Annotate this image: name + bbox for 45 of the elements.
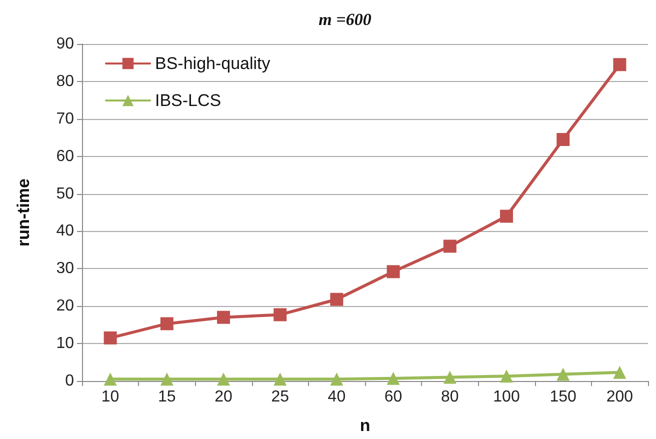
x-tick-label: 25 (271, 388, 290, 406)
point (217, 372, 230, 386)
x-tick-label: 60 (384, 388, 402, 406)
point (104, 372, 117, 386)
y-axis-title: run-time (14, 178, 33, 246)
y-tick-label: 30 (56, 260, 74, 278)
y-tick-label: 40 (56, 222, 74, 240)
y-tick-label: 20 (56, 298, 74, 315)
legend-label: BS-high-quality (155, 54, 271, 73)
x-tick-label: 15 (158, 388, 176, 406)
point (443, 370, 456, 384)
y-tick-label: 0 (65, 372, 74, 390)
x-tick-label: 200 (606, 388, 634, 406)
point (160, 372, 174, 386)
y-tick-label: 90 (56, 36, 74, 52)
point (274, 372, 287, 386)
point (160, 317, 174, 330)
x-tick-label: 40 (328, 388, 346, 406)
point (613, 366, 626, 379)
y-tick-label: 80 (56, 72, 74, 90)
point (556, 132, 570, 146)
y-tick-label: 60 (56, 148, 74, 165)
x-tick-label: 20 (214, 388, 232, 406)
x-tick-label: 150 (550, 388, 577, 406)
y-tick-label: 70 (56, 110, 74, 128)
point (443, 240, 456, 253)
x-axis-title: n (360, 416, 370, 435)
x-tick-label: 10 (101, 388, 120, 406)
point (330, 372, 344, 386)
point (386, 372, 400, 385)
legend-label: IBS-LCS (155, 91, 222, 110)
point (386, 265, 400, 278)
point (500, 370, 513, 383)
x-tick-label: 80 (441, 388, 459, 406)
point (104, 331, 117, 344)
y-tick-label: 50 (56, 185, 74, 202)
point (330, 292, 344, 306)
point (217, 310, 230, 324)
point (500, 210, 513, 223)
y-tick-label: 10 (56, 335, 74, 352)
point (556, 368, 570, 381)
x-tick-label: 100 (493, 388, 520, 406)
point (274, 308, 287, 322)
point (613, 58, 626, 72)
chart-title: m =600 (318, 10, 372, 29)
